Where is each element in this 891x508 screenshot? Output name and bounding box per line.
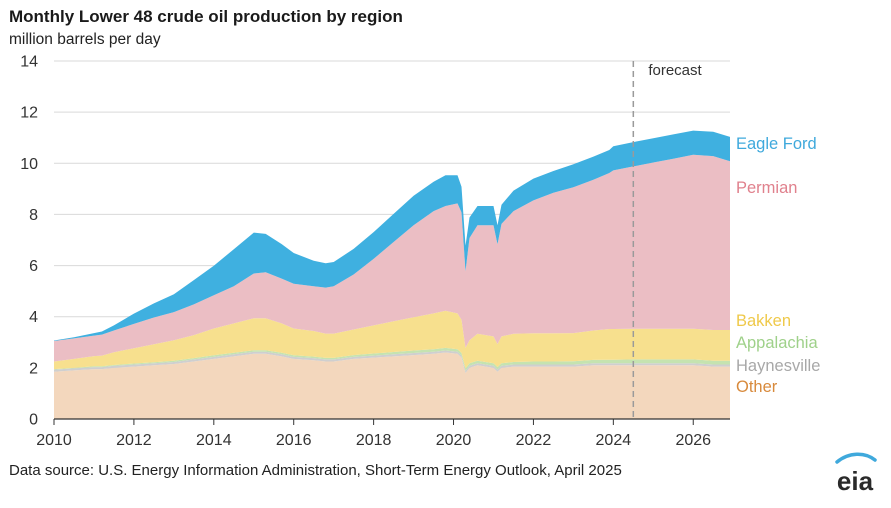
- axes: [53, 418, 730, 425]
- tick-labels: 0 2 4 6 8 10 12 14 2010 2012 2014 2016 2018 2020 2022 2…: [20, 54, 711, 450]
- area-haynesville: [54, 350, 730, 373]
- x-tick-label-2016: 2016: [276, 432, 312, 449]
- forecast-label: forecast: [648, 62, 702, 79]
- area-appalachia: [54, 347, 730, 371]
- legend: Eagle Ford Permian Bakken Appalachia Haynesv…: [736, 135, 820, 396]
- x-tick-label-2012: 2012: [116, 432, 152, 449]
- eia-logo: eia: [835, 452, 877, 496]
- legend-permian: Permian: [736, 179, 797, 197]
- y-tick-label-2: 2: [29, 360, 38, 377]
- legend-other: Other: [736, 378, 778, 396]
- legend-appalachia: Appalachia: [736, 334, 818, 352]
- y-tick-label-10: 10: [20, 156, 38, 173]
- legend-bakken: Bakken: [736, 312, 791, 330]
- y-tick-label-0: 0: [29, 412, 38, 429]
- y-tick-label-14: 14: [20, 54, 38, 71]
- legend-eagle-ford: Eagle Ford: [736, 135, 817, 153]
- x-tick-label-2026: 2026: [675, 432, 711, 449]
- legend-haynesville: Haynesville: [736, 357, 820, 375]
- area-permian: [54, 154, 730, 362]
- y-tick-label-12: 12: [20, 105, 38, 122]
- area-other: [54, 352, 730, 419]
- x-tick-label-2010: 2010: [36, 432, 72, 449]
- x-tick-label-2024: 2024: [596, 432, 632, 449]
- area-bakken: [54, 310, 730, 370]
- x-tick-label-2020: 2020: [436, 432, 472, 449]
- x-tick-label-2018: 2018: [356, 432, 392, 449]
- data-source-note: Data source: U.S. Energy Information Adm…: [9, 462, 622, 479]
- area-eagle-ford: [54, 130, 730, 341]
- svg-text:eia: eia: [837, 466, 874, 496]
- x-tick-label-2014: 2014: [196, 432, 232, 449]
- area-series: [54, 130, 730, 419]
- x-tick-label-2022: 2022: [516, 432, 552, 449]
- y-tick-label-4: 4: [29, 309, 38, 326]
- forecast-marker: forecast: [632, 61, 703, 419]
- chart-subtitle: million barrels per day: [9, 31, 161, 48]
- y-tick-label-6: 6: [29, 258, 38, 275]
- chart-title: Monthly Lower 48 crude oil production by…: [9, 7, 403, 26]
- y-tick-label-8: 8: [29, 207, 38, 224]
